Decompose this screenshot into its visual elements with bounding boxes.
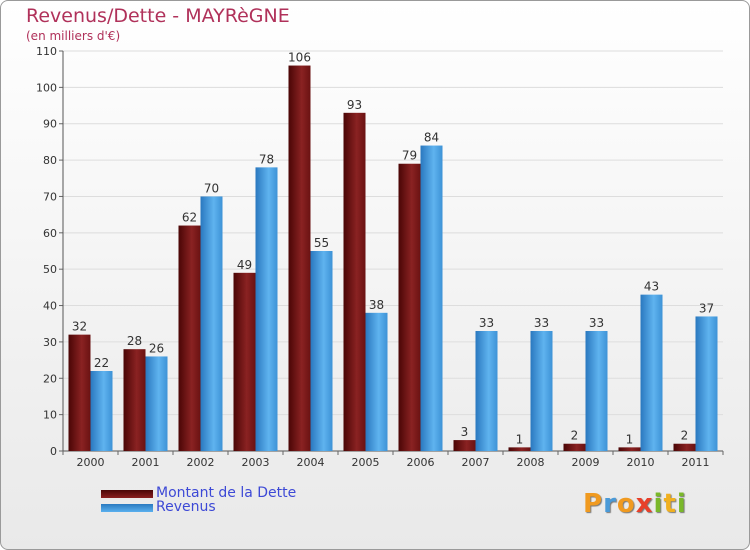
label-dette-2008: 1 [516,432,524,446]
y-tick-label: 80 [43,154,57,167]
chart-title: Revenus/Dette - MAYRèGNE [26,5,290,27]
y-tick-label: 110 [36,45,57,58]
logo-letter: t [663,489,677,519]
label-dette-2009: 2 [571,429,579,443]
logo-letter: r [603,489,617,519]
y-tick-label: 30 [43,336,57,349]
y-tick-label: 20 [43,372,57,385]
label-dette-2002: 62 [182,211,197,225]
logo-letter: o [616,489,636,519]
legend-swatch-dette [101,490,153,498]
bar-dette-2004 [288,65,311,451]
y-tick-label: 60 [43,227,57,240]
proxiti-logo: Proxiti [583,489,687,519]
y-tick-label: 70 [43,190,57,203]
bar-revenus-2008 [530,331,553,451]
label-revenus-2004: 55 [314,236,329,250]
bar-revenus-2001 [145,356,168,451]
label-dette-2003: 49 [237,258,252,272]
label-revenus-2010: 43 [644,280,659,294]
bar-dette-2011 [673,443,696,451]
bar-dette-2008 [508,447,531,451]
bar-dette-2001 [123,349,146,451]
label-dette-2006: 79 [402,149,417,163]
label-revenus-2007: 33 [479,316,494,330]
y-tick-label: 100 [36,81,57,94]
logo-letter: P [583,489,604,519]
label-dette-2005: 93 [347,98,362,112]
bar-revenus-2003 [255,167,278,451]
bar-revenus-2007 [475,331,498,451]
bar-revenus-2000 [90,371,113,451]
bar-dette-2003 [233,272,256,451]
bar-dette-2000 [68,334,91,451]
bar-revenus-2006 [420,145,443,451]
bar-revenus-2002 [200,196,223,451]
legend-swatch-revenus [101,504,153,512]
y-tick-label: 0 [50,445,57,458]
y-tick-label: 40 [43,300,57,313]
x-tick-label: 2003 [242,456,270,469]
bar-dette-2002 [178,225,201,451]
bar-dette-2007 [453,440,476,451]
label-revenus-2000: 22 [94,356,109,370]
x-tick-label: 2008 [517,456,545,469]
label-dette-2011: 2 [681,429,689,443]
label-revenus-2001: 26 [149,341,164,355]
bar-revenus-2010 [640,294,663,451]
label-dette-2007: 3 [461,425,469,439]
x-tick-label: 2007 [462,456,490,469]
bar-revenus-2009 [585,331,608,451]
x-tick-label: 2001 [132,456,160,469]
label-dette-2001: 28 [127,334,142,348]
label-revenus-2008: 33 [534,316,549,330]
x-tick-label: 2009 [572,456,600,469]
logo-letter: i [676,489,687,519]
logo-letter: i [653,489,664,519]
bar-dette-2005 [343,112,366,452]
bar-revenus-2011 [695,316,718,451]
label-revenus-2002: 70 [204,181,219,195]
x-tick-label: 2006 [407,456,435,469]
bar-dette-2010 [618,447,641,451]
legend-label-dette: Montant de la Dette [156,485,297,501]
label-revenus-2005: 38 [369,298,384,312]
legend-label-revenus: Revenus [156,499,216,515]
label-revenus-2003: 78 [259,152,274,166]
label-dette-2004: 106 [288,51,311,65]
label-revenus-2011: 37 [699,301,714,315]
label-revenus-2006: 84 [424,131,439,145]
x-tick-label: 2010 [627,456,655,469]
label-dette-2010: 1 [626,432,634,446]
bar-revenus-2005 [365,312,388,451]
label-revenus-2009: 33 [589,316,604,330]
y-tick-label: 50 [43,263,57,276]
bar-revenus-2004 [310,251,333,451]
x-tick-label: 2011 [682,456,710,469]
logo-letter: x [635,489,654,519]
x-tick-label: 2002 [187,456,215,469]
x-tick-label: 2004 [297,456,325,469]
chart-subtitle: (en milliers d'€) [26,29,121,43]
bar-dette-2009 [563,443,586,451]
x-tick-label: 2000 [77,456,105,469]
y-tick-label: 10 [43,409,57,422]
x-tick-label: 2005 [352,456,380,469]
label-dette-2000: 32 [72,320,87,334]
y-tick-label: 90 [43,118,57,131]
bar-dette-2006 [398,163,421,451]
